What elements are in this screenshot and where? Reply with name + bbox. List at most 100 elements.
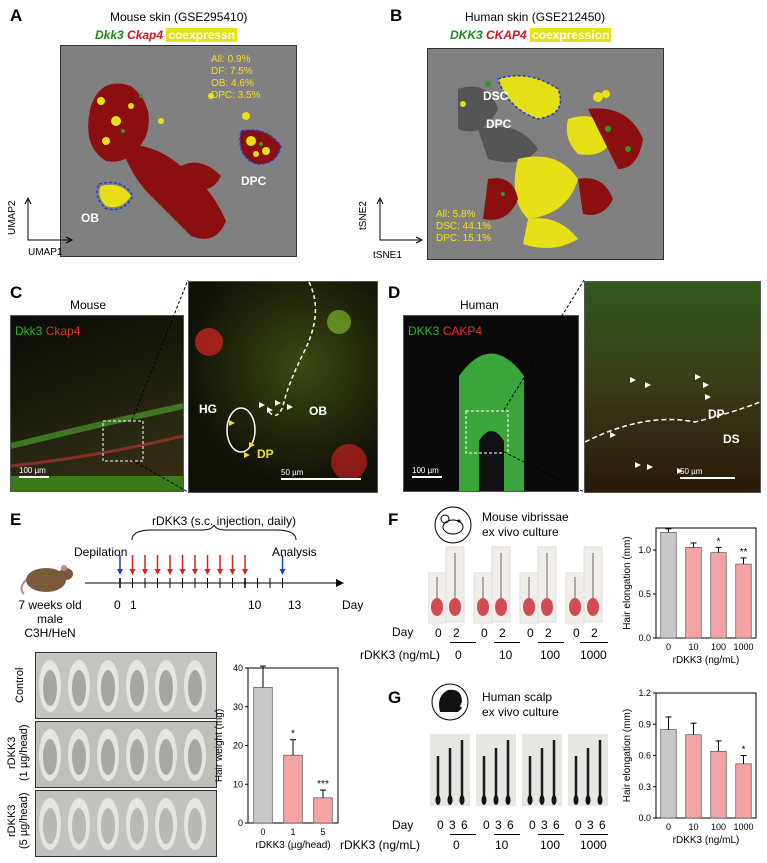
mouse-back [72,808,86,844]
g-day-value-7: 3 [541,818,548,832]
legend-gene2: CKAP4 [486,28,527,42]
panel-g-title: Human scalp ex vivo culture [482,690,559,720]
g-conc-value-1: 10 [495,838,509,852]
rat-head-icon [434,506,472,544]
f-day-value-1: 2 [453,626,460,640]
timeline-arrowhead [167,569,173,575]
x-axis-label: rDKK3 (ng/mL) [673,655,740,666]
chart-g-elongation: 0.0 0.3 0.6 0.9 1.2 0 10 100 * 1000 rDKK3 (ng/mL) H… [622,688,757,846]
vibrissa-follicle [449,598,461,616]
timeline-arrowhead [229,569,236,575]
human-low-mag-image: DKK3 CAKP4 100 µm [403,315,579,492]
title-line1: Mouse vibrissae [482,510,569,524]
day-label: Day [392,625,414,639]
hair-bulb [481,795,487,805]
tsne-axes [376,196,424,244]
f-conc-value-3: 1000 [580,648,607,662]
panel-e-label: E [10,510,22,529]
mouse-back [101,808,115,844]
g-group-rule [494,834,520,835]
label-hg: HG [199,402,217,416]
stat-ob: OB: 4.6% [211,78,254,89]
y-axis-label: Hair elongation (mm) [622,536,633,629]
title-line1: Human scalp [482,690,553,704]
title-line2: ex vivo culture [482,525,559,539]
mouse-back [43,808,57,844]
tick-13: 13 [288,598,302,612]
mouse-back [188,670,202,706]
y-tick-label: 1.2 [638,688,651,698]
x-tick-label: 0 [666,822,671,832]
f-group-rule [494,642,520,643]
g-day-value-3: 0 [483,818,490,832]
panel-b-label: B [390,6,403,25]
x-tick-label: 1000 [733,642,753,652]
cluster-dsc: DSC [483,89,509,103]
day-label: Day [342,598,364,612]
y-tick-label: 0.0 [638,633,651,643]
y-tick-label: 0.3 [638,782,651,792]
umap2-label: UMAP2 [7,200,18,235]
chart-e-hair-weight: 0 10 20 30 40 0 * 1 *** 5 rDKK3 (µg/head) Hair weig… [214,663,339,851]
mouse-back [72,739,86,775]
g-day-value-10: 3 [587,818,594,832]
cluster-dpc: DPC [241,174,267,188]
cluster-ob: OB [81,211,99,225]
scalebar-50-text: 50 µm [281,468,304,477]
significance-mark: * [291,729,295,740]
scalebar-100-text: 100 µm [19,466,46,475]
mouse-back [159,670,173,706]
mouse-back [101,739,115,775]
panel-d-title: Human [460,298,499,312]
scalebar-50-text: 50 µm [680,467,703,476]
g-day-value-2: 6 [461,818,468,832]
bar [710,750,727,819]
y-tick-label: 0.9 [638,719,651,729]
legend-gene2: CAKP4 [442,324,483,338]
scalp-hair-photos [430,734,608,806]
y-tick-label: 30 [233,702,243,712]
mouse-back [130,739,144,775]
timeline-arrowhead [179,569,186,575]
g-day-value-9: 0 [575,818,582,832]
bar [660,532,677,639]
umap-stats: All: 0.9% DF: 7.5% OB: 4.6% DPC: 3.5% [211,54,260,102]
scalebar-50: 50 µm [680,467,735,479]
x-tick-label: 100 [711,642,726,652]
g-group-rule [450,834,476,835]
legend-gene2: Ckap4 [127,28,164,42]
hair-bulb [597,795,603,805]
f-day-value-0: 0 [435,626,442,640]
y-tick-label: 0 [238,818,243,828]
timeline-arrowhead [117,569,123,575]
tsne1-label: tSNE1 [373,250,402,261]
y-tick-label: 40 [233,663,243,673]
vibrissa-follicle [495,598,507,616]
legend-coexp: coexpressn [166,28,238,42]
bar [660,729,677,819]
hair-bulb [539,795,545,805]
x-tick-label: 10 [688,642,698,652]
hair-bulb [459,795,465,805]
mouse-age: 7 weeks old [18,598,82,612]
significance-mark: ** [740,547,748,558]
vibrissa-follicle [431,598,443,616]
f-day-value-4: 0 [527,626,534,640]
x-tick-label: 100 [711,822,726,832]
row-label-5ug: rDKK3 (5 µg/head) [6,792,30,850]
g-conc-value-0: 0 [453,838,460,852]
panel-a-legend: Dkk3 Ckap4 coexpressn [95,28,238,42]
y-tick-label: 0.5 [638,589,651,599]
label-dp: DP [708,407,725,421]
bar [685,547,702,639]
legend-gene2: Ckap4 [45,324,81,338]
f-group-rule [538,642,564,643]
g-day-value-5: 6 [507,818,514,832]
label-dp: DP [257,447,274,461]
timeline-arrowhead [129,569,136,575]
mouse-back [159,739,173,775]
bar [313,797,333,824]
f-day-value-6: 0 [573,626,580,640]
tsne-stats: All: 5.8% DSC: 44.1% DPC: 15.1% [436,209,491,245]
f-conc-value-0: 0 [455,648,462,662]
